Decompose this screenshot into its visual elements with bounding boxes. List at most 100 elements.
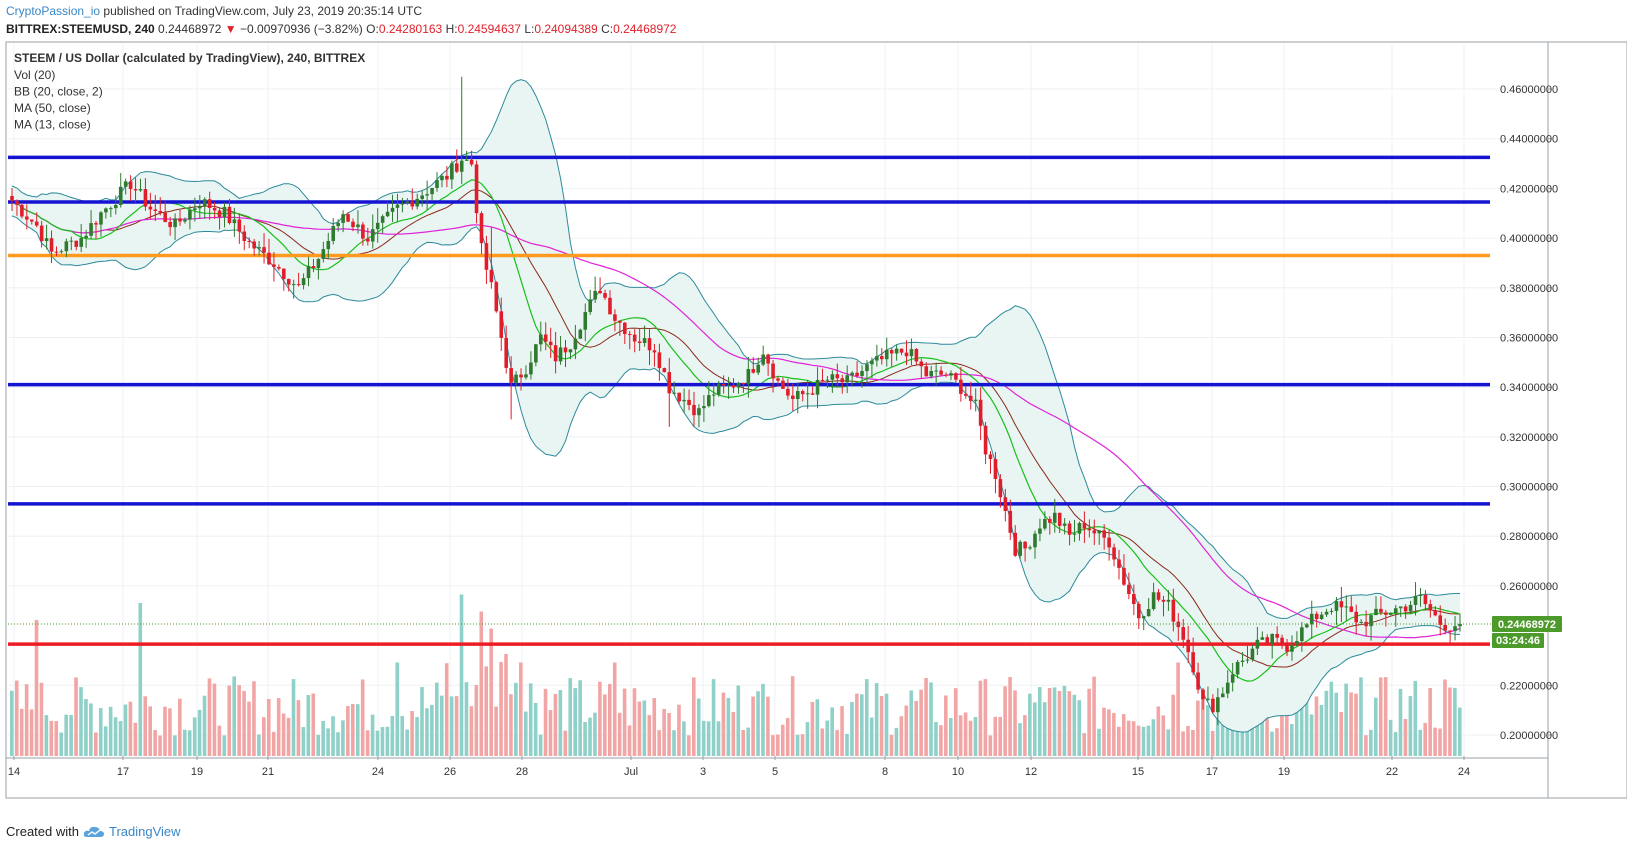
candle-body	[450, 163, 454, 180]
candle-body	[1413, 595, 1418, 605]
candle-body	[786, 388, 790, 396]
volume-bar	[1433, 727, 1437, 756]
candle-body	[64, 241, 69, 252]
price-chart[interactable]: 0.46000000 0.44000000 0.42000000 0.40000000…	[0, 38, 1627, 828]
volume-bar	[1072, 694, 1077, 756]
candle-body	[385, 211, 390, 217]
candle-body	[1304, 624, 1309, 628]
candle-body	[919, 361, 924, 367]
volume-bar	[751, 696, 755, 756]
volume-bar	[158, 735, 162, 756]
volume-bar	[776, 734, 780, 756]
volume-bar	[884, 693, 889, 756]
candle-body	[336, 222, 340, 227]
candle-body	[509, 367, 513, 383]
candle-body	[143, 189, 148, 207]
candle-body	[94, 223, 98, 225]
candle-body	[361, 224, 365, 239]
time-axis-label: 28	[516, 766, 528, 778]
volume-bar	[1166, 729, 1171, 756]
candle-body	[1003, 497, 1008, 511]
last-price-value: 0.24468972	[1498, 619, 1556, 631]
candle-body	[39, 225, 44, 242]
indicator-legend-item: MA (50, close)	[14, 101, 91, 115]
candle-body	[15, 200, 19, 205]
candle-body	[242, 231, 247, 242]
volume-bar	[296, 700, 301, 756]
volume-bar	[978, 680, 983, 756]
candle-body	[1295, 641, 1299, 645]
volume-bar	[1354, 693, 1358, 756]
candle-body	[692, 404, 696, 416]
candle-body	[1117, 559, 1121, 568]
candle-body	[504, 337, 508, 368]
volume-bar	[1304, 683, 1309, 756]
price-axis-label: 0.20000000	[1500, 730, 1558, 742]
candle-body	[331, 226, 336, 241]
tradingview-brand[interactable]: TradingView	[108, 824, 181, 839]
time-axis-label: 12	[1025, 766, 1037, 778]
volume-bar	[983, 679, 988, 756]
candle-body	[1384, 612, 1388, 615]
candle-body	[1220, 693, 1225, 698]
candle-body	[282, 268, 286, 279]
volume-bar	[1329, 681, 1334, 756]
candle-body	[1225, 682, 1230, 694]
volume-bar	[168, 708, 172, 756]
horizontal-levels[interactable]	[8, 155, 1490, 646]
candle-body	[59, 251, 64, 253]
volume-bar	[336, 732, 340, 756]
candle-body	[1206, 698, 1210, 700]
candle-body	[1314, 613, 1319, 620]
time-axis-label: 14	[8, 766, 20, 778]
volume-bar	[1062, 685, 1067, 756]
volume-bar	[173, 735, 177, 756]
time-axis-label: 21	[262, 766, 274, 778]
candle-body	[1072, 533, 1077, 535]
ohlc-bar: BITTREX:STEEMUSD, 240 0.24468972 ▼ −0.00…	[6, 22, 676, 36]
volume-bar	[563, 730, 568, 756]
volume-bar	[187, 730, 192, 756]
candle-body	[489, 269, 494, 283]
time-axis-label: 3	[700, 766, 706, 778]
candle-body	[899, 348, 904, 353]
candle-body	[815, 379, 820, 395]
volume-bar	[805, 722, 810, 756]
volume-bar	[726, 697, 731, 756]
candle-body	[1028, 547, 1032, 549]
volume-bar	[696, 698, 701, 756]
candle-body	[257, 247, 261, 249]
volume-bar	[444, 663, 449, 756]
volume-bar	[331, 716, 335, 756]
volume-bar	[657, 730, 661, 756]
volume-bar	[435, 682, 439, 756]
candle-body	[583, 312, 588, 330]
candle-body	[1364, 621, 1368, 627]
candle-body	[875, 356, 879, 361]
volume-bar	[19, 708, 24, 756]
time-axis[interactable]: 14 17 19 21 24 26 28 Jul 3 5 8 10 12 15 17 19 22 24	[8, 756, 1470, 778]
volume-bar	[1289, 724, 1294, 756]
author-link[interactable]: CryptoPassion_io	[6, 4, 101, 18]
candle-body	[608, 297, 612, 315]
price-axis-label: 0.42000000	[1500, 183, 1558, 195]
volume-bar	[1077, 700, 1082, 756]
candle-body	[968, 395, 973, 401]
volume-bar	[103, 726, 108, 756]
volume-bar	[1013, 690, 1017, 756]
volume-bar	[682, 721, 686, 756]
bb-upper-line	[11, 79, 1460, 619]
volume-bar	[578, 680, 582, 756]
volume-bar	[1102, 707, 1106, 756]
candle-body	[321, 249, 326, 259]
volume-bar	[538, 734, 543, 756]
volume-bar	[1458, 707, 1462, 756]
candle-body	[395, 204, 400, 208]
candle-body	[929, 370, 934, 377]
candle-body	[1013, 532, 1018, 556]
candle-body	[366, 238, 370, 242]
price-axis[interactable]: 0.46000000 0.44000000 0.42000000 0.40000000…	[1500, 84, 1558, 742]
last-price-tag	[1492, 615, 1562, 632]
volume-bar	[1428, 688, 1432, 756]
volume-bar	[1141, 726, 1146, 756]
